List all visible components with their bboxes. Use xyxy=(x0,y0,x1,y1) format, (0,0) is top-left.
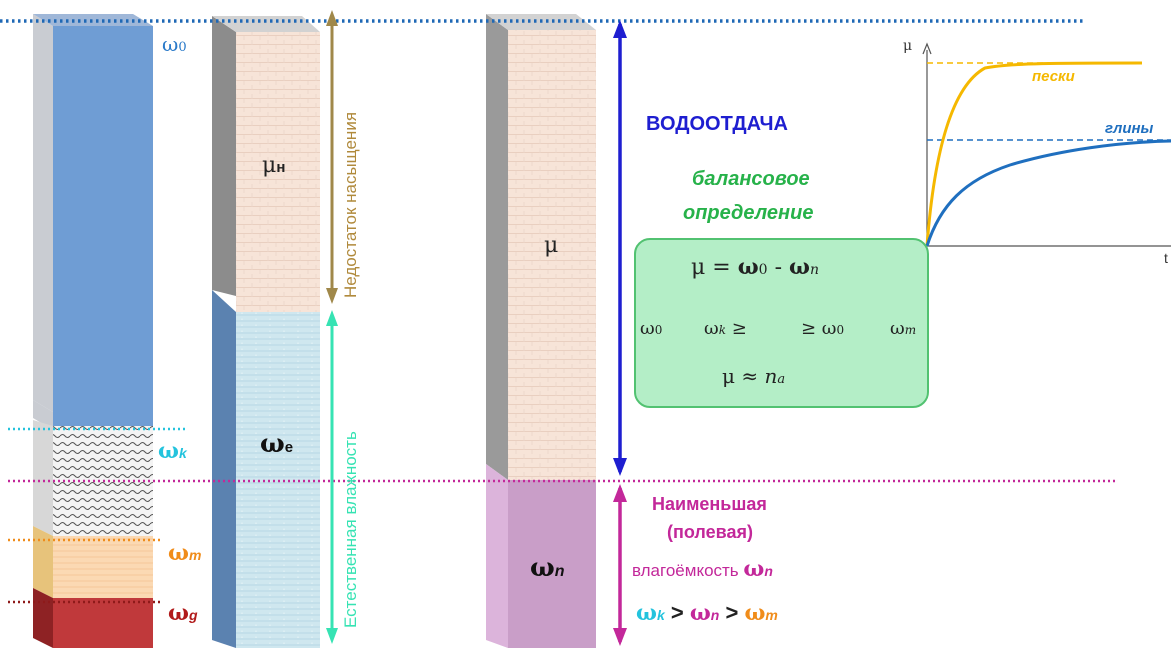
omega0-label: ω0 xyxy=(162,32,187,56)
column-1 xyxy=(33,14,153,648)
chart-x-label: t xyxy=(1164,250,1168,266)
min-capacity-line2: (полевая) xyxy=(667,522,753,542)
formula-line2-c: ≥ ω0 xyxy=(801,318,845,339)
omega-g-label: ωg xyxy=(168,600,198,626)
omega-m-label: ωm xyxy=(168,540,202,566)
formula-line1: μ = ω0 - ωn xyxy=(691,254,819,280)
formula-line2-a: ω0 xyxy=(640,318,663,339)
balance-title-line2: определение xyxy=(683,202,814,224)
omega-n-column-label: ωn xyxy=(530,553,565,583)
saturation-deficit-label: Недостаток насыщения xyxy=(341,111,360,298)
omega-n-arrow xyxy=(613,484,627,646)
mu-n-label: μн xyxy=(262,153,286,178)
min-capacity-line1: Наименьшая xyxy=(652,494,767,514)
column-2 xyxy=(212,16,320,648)
omega-k-label: ωk xyxy=(158,438,187,464)
formula-line2-d: ωm xyxy=(890,318,917,339)
min-capacity-line3: влагоёмкость ωn xyxy=(632,556,773,582)
natural-moisture-arrow xyxy=(326,310,338,644)
natural-moisture-label: Естественная влажность xyxy=(341,431,360,628)
formula-box: μ = ω0 - ωn ω0 ωk ≥ ≥ ω0 ωm μ ≈ na xyxy=(634,238,929,408)
inequality: ωk > ωn > ωm xyxy=(636,600,778,626)
column-3 xyxy=(486,14,596,648)
formula-line2-b: ωk ≥ xyxy=(704,318,747,339)
saturation-deficit-arrow xyxy=(326,10,338,304)
series-clays-line xyxy=(925,139,1171,247)
series-sands-line xyxy=(925,61,1143,247)
formula-line3: μ ≈ na xyxy=(722,364,786,388)
water-yield-title: ВОДООТДАЧА xyxy=(646,113,788,135)
series-clays-label: глины xyxy=(1105,120,1154,137)
chart-y-label: μ xyxy=(903,38,913,54)
yield-chart xyxy=(922,42,1171,247)
series-sands-label: пески xyxy=(1032,68,1075,85)
mu-label: μ xyxy=(544,233,559,258)
omega-e-label: ωe xyxy=(260,429,294,459)
water-yield-arrow xyxy=(613,20,627,476)
balance-title-line1: балансовое xyxy=(692,168,810,190)
